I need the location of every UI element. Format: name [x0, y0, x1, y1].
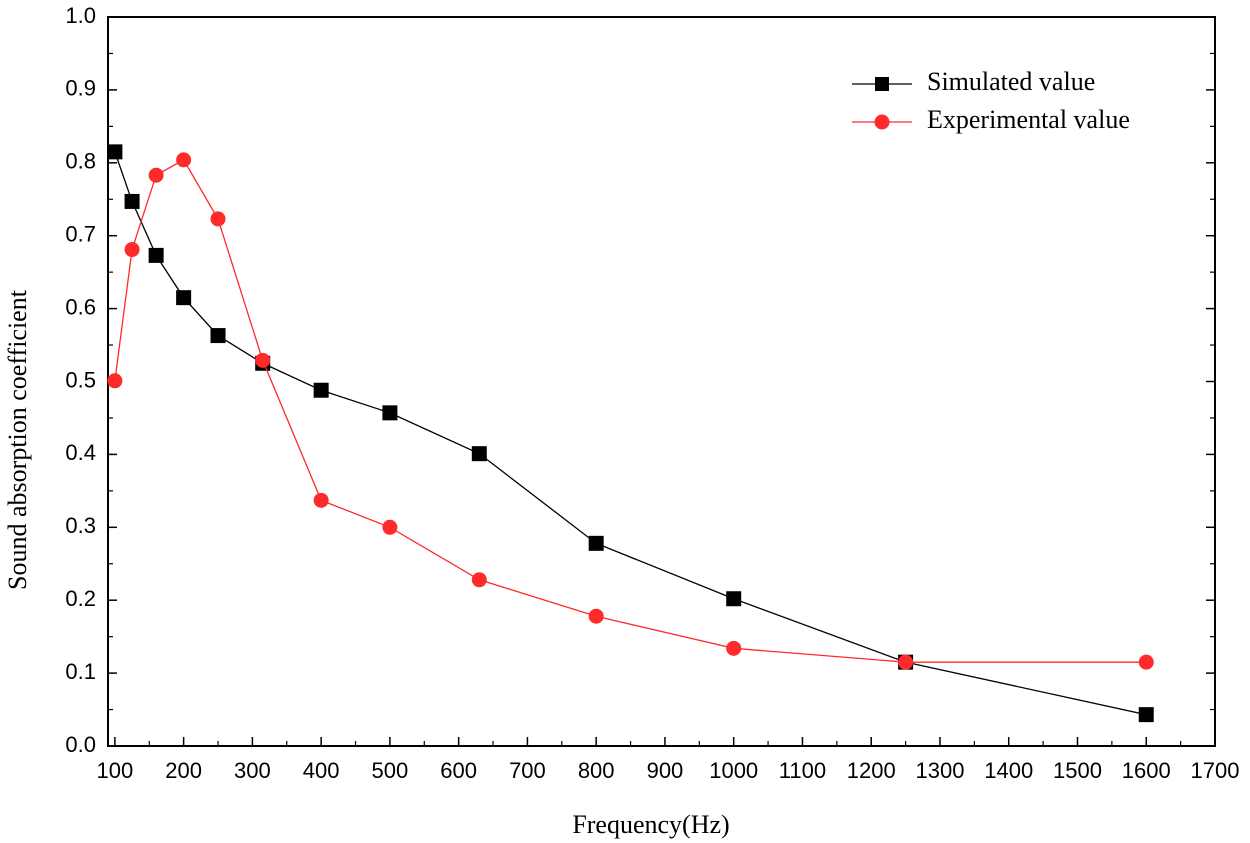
series-line-simulated-value [114, 151, 1147, 716]
x-tick-label: 300 [234, 758, 271, 783]
data-point-experimental-value [471, 572, 487, 588]
data-point-experimental-value [313, 492, 329, 508]
data-point-experimental-value [148, 167, 164, 183]
x-tick-label: 1400 [984, 758, 1033, 783]
x-tick-label: 1200 [847, 758, 896, 783]
series-line-experimental-value [114, 159, 1147, 663]
x-tick-label: 1300 [915, 758, 964, 783]
y-tick-label: 0.6 [65, 294, 96, 319]
x-tick-label: 1700 [1191, 758, 1240, 783]
x-tick-label: 700 [509, 758, 546, 783]
series-layer [107, 144, 1154, 723]
x-tick-label: 1500 [1053, 758, 1102, 783]
data-point-simulated-value [124, 193, 140, 209]
x-axis: 100 200 300 400 500 600 700 800 900 1000 1100 1200 1… [97, 737, 1240, 783]
x-tick-label: 100 [97, 758, 134, 783]
x-tick-label: 500 [372, 758, 409, 783]
y-tick-label: 0.3 [65, 513, 96, 538]
y-tick-label: 0.0 [65, 732, 96, 757]
y-tick-label: 0.9 [65, 76, 96, 101]
x-tick-label: 900 [647, 758, 684, 783]
legend-label-simulated: Simulated value [927, 67, 1095, 96]
x-axis-title: Frequency(Hz) [572, 810, 729, 839]
y-tick-label: 0.8 [65, 149, 96, 174]
x-tick-label: 1000 [709, 758, 758, 783]
data-point-experimental-value [726, 640, 742, 656]
legend: Simulated value Experimental value [852, 67, 1130, 134]
data-point-experimental-value [1138, 654, 1154, 670]
data-point-simulated-value [382, 405, 398, 421]
data-point-simulated-value [726, 591, 742, 607]
data-point-simulated-value [471, 446, 487, 462]
y-tick-label: 0.7 [65, 222, 96, 247]
data-point-experimental-value [588, 608, 604, 624]
legend-marker-experimental [874, 114, 890, 130]
legend-marker-simulated [875, 77, 889, 91]
y-tick-label: 0.5 [65, 367, 96, 392]
data-point-experimental-value [898, 654, 914, 670]
x-tick-label: 1100 [779, 758, 826, 783]
legend-label-experimental: Experimental value [927, 105, 1130, 134]
data-point-experimental-value [124, 242, 140, 258]
y-axis-title: Sound absorption coefficient [3, 289, 32, 590]
data-point-experimental-value [210, 211, 226, 227]
data-point-simulated-value [148, 247, 164, 263]
data-point-experimental-value [382, 519, 398, 535]
data-point-simulated-value [176, 290, 192, 306]
data-point-simulated-value [210, 328, 226, 344]
y-tick-label: 0.4 [65, 440, 96, 465]
x-tick-label: 400 [303, 758, 340, 783]
data-point-experimental-value [176, 152, 192, 168]
data-point-experimental-value [255, 352, 271, 368]
data-point-simulated-value [313, 382, 329, 398]
x-tick-label: 800 [578, 758, 615, 783]
y-tick-label: 1.0 [65, 3, 96, 28]
y-axis: 0.0 0.1 0.2 0.3 0.4 0.5 0.6 0.7 0.8 0.9 1.0 [65, 3, 1215, 757]
data-point-experimental-value [107, 373, 123, 389]
data-point-simulated-value [588, 535, 604, 551]
data-point-simulated-value [107, 144, 123, 160]
y-tick-label: 0.2 [65, 586, 96, 611]
x-tick-label: 600 [440, 758, 477, 783]
x-tick-label: 200 [165, 758, 202, 783]
data-point-simulated-value [1138, 707, 1154, 723]
x-tick-label: 1600 [1122, 758, 1171, 783]
y-tick-label: 0.1 [65, 659, 96, 684]
